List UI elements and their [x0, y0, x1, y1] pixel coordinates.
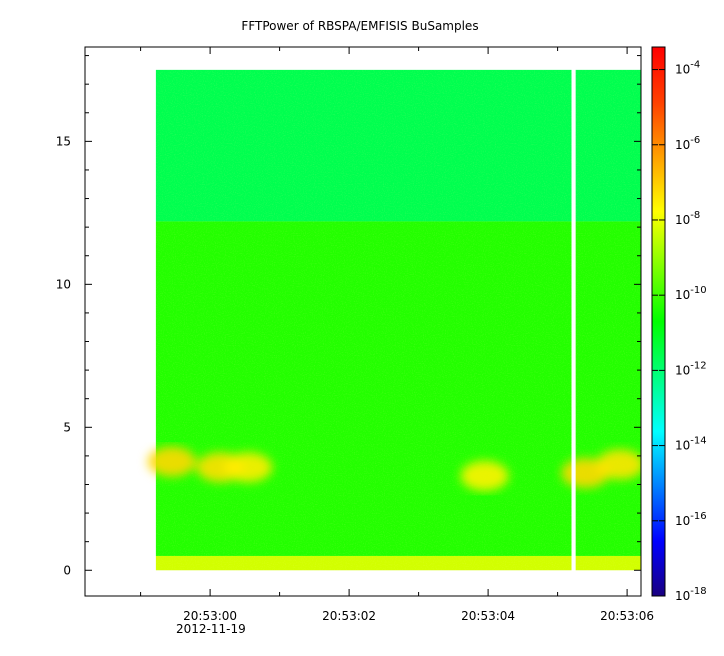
y-axis: 0 5 10 15 [56, 55, 641, 577]
x-tick-label: 20:53:02 [322, 609, 376, 623]
colorbar-tick-label: 10-4 [675, 60, 700, 77]
colorbar-tick-label: 10-16 [675, 511, 707, 528]
colorbar-scale [651, 46, 666, 597]
colorbar-tick-label: 10-10 [675, 285, 707, 302]
colorbar: 10-18 10-16 10-14 10-12 10-10 10-8 10-6 10-4 [651, 46, 707, 603]
x-tick-label: 20:53:04 [461, 609, 515, 623]
x-axis: 20:53:00 20:53:02 20:53:04 20:53:06 [140, 47, 654, 623]
noise-texture [155, 69, 641, 571]
wave-enhancements [147, 446, 641, 491]
colorbar-tick-label: 10-14 [675, 436, 707, 453]
plot-area [147, 68, 641, 572]
y-tick-label: 0 [63, 563, 71, 577]
enhancement-blob [596, 449, 641, 480]
colorbar-tick-label: 10-12 [675, 360, 707, 377]
x-tick-label: 20:53:00 [183, 609, 237, 623]
enhancement-blob [147, 446, 196, 477]
data-gap [571, 68, 576, 572]
x-date-label: 2012-11-19 [176, 622, 246, 636]
y-tick-label: 10 [56, 277, 71, 291]
enhancement-blob [224, 452, 273, 483]
colorbar-tick-label: 10-6 [675, 135, 700, 152]
plot-frame [84, 46, 642, 597]
colorbar-tick-label: 10-8 [675, 210, 700, 227]
enhancement-blob [460, 460, 509, 491]
x-tick-label: 20:53:06 [600, 609, 654, 623]
y-tick-label: 15 [56, 134, 71, 148]
y-tick-label: 5 [63, 420, 71, 434]
colorbar-tick-label: 10-18 [675, 586, 707, 603]
chart-title: FFTPower of RBSPA/EMFISIS BuSamples [241, 19, 478, 33]
